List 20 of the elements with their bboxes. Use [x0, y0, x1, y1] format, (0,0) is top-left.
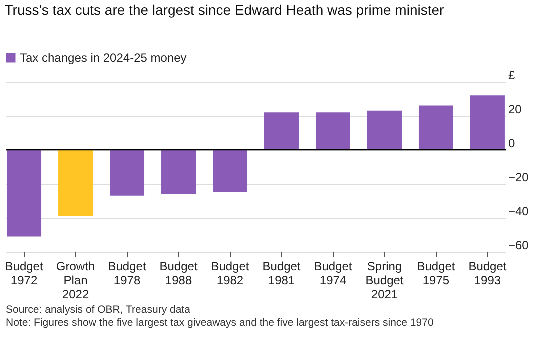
x-tick-label: Budget 1982 — [211, 260, 250, 288]
x-tick-label: Budget 1988 — [160, 260, 198, 288]
legend-label: Tax changes in 2024-25 money — [20, 51, 187, 65]
x-tick-label: Budget 1978 — [108, 260, 147, 288]
x-tick-label: Spring Budget 2021 — [366, 260, 404, 302]
x-tick-label: Budget 1993 — [468, 260, 508, 288]
x-tick-label: Budget 1974 — [314, 260, 353, 288]
x-tick-label: Growth Plan 2022 — [56, 260, 96, 302]
chart-title: Truss's tax cuts are the largest since Edward Heath was prime minister — [4, 2, 445, 18]
x-tick-label: Budget 1972 — [5, 260, 44, 288]
x-tick-label: Budget 1975 — [417, 260, 456, 288]
y-tick-label: −20 — [508, 170, 530, 184]
y-tick-label: −60 — [508, 238, 530, 252]
x-tick-label: Budget 1981 — [262, 260, 302, 288]
text: Note: Figures show the five largest tax giveaways and the five largest tax-raisers since 1970 — [6, 317, 434, 329]
y-tick-label: 0 — [508, 136, 516, 150]
y-tick-label: 20 — [508, 102, 522, 116]
y-tick-label: −40 — [508, 204, 530, 218]
y-tick-label: £ — [508, 68, 516, 82]
source-note: Source: analysis of OBR, Treasury data — [6, 304, 191, 316]
